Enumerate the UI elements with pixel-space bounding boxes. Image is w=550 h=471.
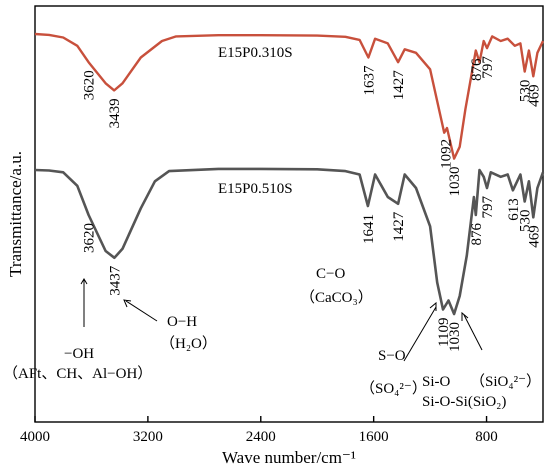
x-tick-label: 3200 xyxy=(133,429,163,445)
annotation-sio4: （SiO₄²⁻） xyxy=(470,373,541,390)
peak-label: 1427 xyxy=(391,70,407,101)
annotation-si-o: Si-O xyxy=(422,374,451,390)
peak-label: 613 xyxy=(506,198,522,221)
annotation-caco3: （CaCO₃） xyxy=(300,289,373,306)
x-tick-label: 4000 xyxy=(20,429,50,445)
annotation-so4: （SO₄²⁻） xyxy=(360,380,427,397)
peak-label: 1030 xyxy=(447,167,463,197)
peak-label: 3437 xyxy=(107,265,123,296)
peak-label: 3439 xyxy=(107,98,123,128)
peak-label: 1092 xyxy=(438,139,454,169)
annotation-h2o: （H₂O） xyxy=(160,335,217,352)
x-tick-label: 2400 xyxy=(246,429,276,445)
x-tick-label: 800 xyxy=(475,429,498,445)
series-line-e15p0-310s xyxy=(34,32,545,160)
peak-label: 3620 xyxy=(82,70,98,100)
peak-label: 876 xyxy=(469,223,485,246)
plot-frame xyxy=(34,5,544,423)
peak-label: 1637 xyxy=(361,65,377,96)
y-axis-title: Transmittance/a.u. xyxy=(6,151,25,277)
annotation-c-o: C−O xyxy=(316,266,345,282)
annotation-arrows xyxy=(80,278,483,362)
peak-label: 1030 xyxy=(447,322,463,352)
peak-label: 530 xyxy=(518,80,534,103)
annotation-o-h: O−H xyxy=(167,314,197,330)
x-axis-ticks: 4000 3200 2400 1600 800 xyxy=(20,416,498,445)
peak-label: 1109 xyxy=(436,318,452,347)
x-axis-title: Wave number/cm⁻¹ xyxy=(222,448,356,467)
peak-label: 1641 xyxy=(361,214,377,244)
peak-label: 876 xyxy=(469,58,485,81)
annotation-s-o: S−O xyxy=(378,348,406,364)
peak-label: 797 xyxy=(480,56,496,79)
peak-label: 1427 xyxy=(391,211,407,242)
series-name-e15p0-510s: E15P0.510S xyxy=(218,181,293,197)
annotation-oh: −OH xyxy=(64,346,94,362)
peak-label: 469 xyxy=(526,84,542,107)
annotation-si-o-si: Si-O-Si(SiO₂) xyxy=(422,394,506,410)
x-tick-label: 1600 xyxy=(359,429,389,445)
annotation-aft-ch-aloh: （AFt、CH、Al−OH） xyxy=(3,365,152,382)
peak-label: 469 xyxy=(526,225,542,248)
peak-label: 797 xyxy=(480,196,496,219)
series-line-e15p0-510s xyxy=(34,167,545,316)
series-name-e15p0-310s: E15P0.310S xyxy=(218,45,293,61)
peak-label: 3620 xyxy=(82,223,98,253)
peak-label: 530 xyxy=(518,210,534,233)
